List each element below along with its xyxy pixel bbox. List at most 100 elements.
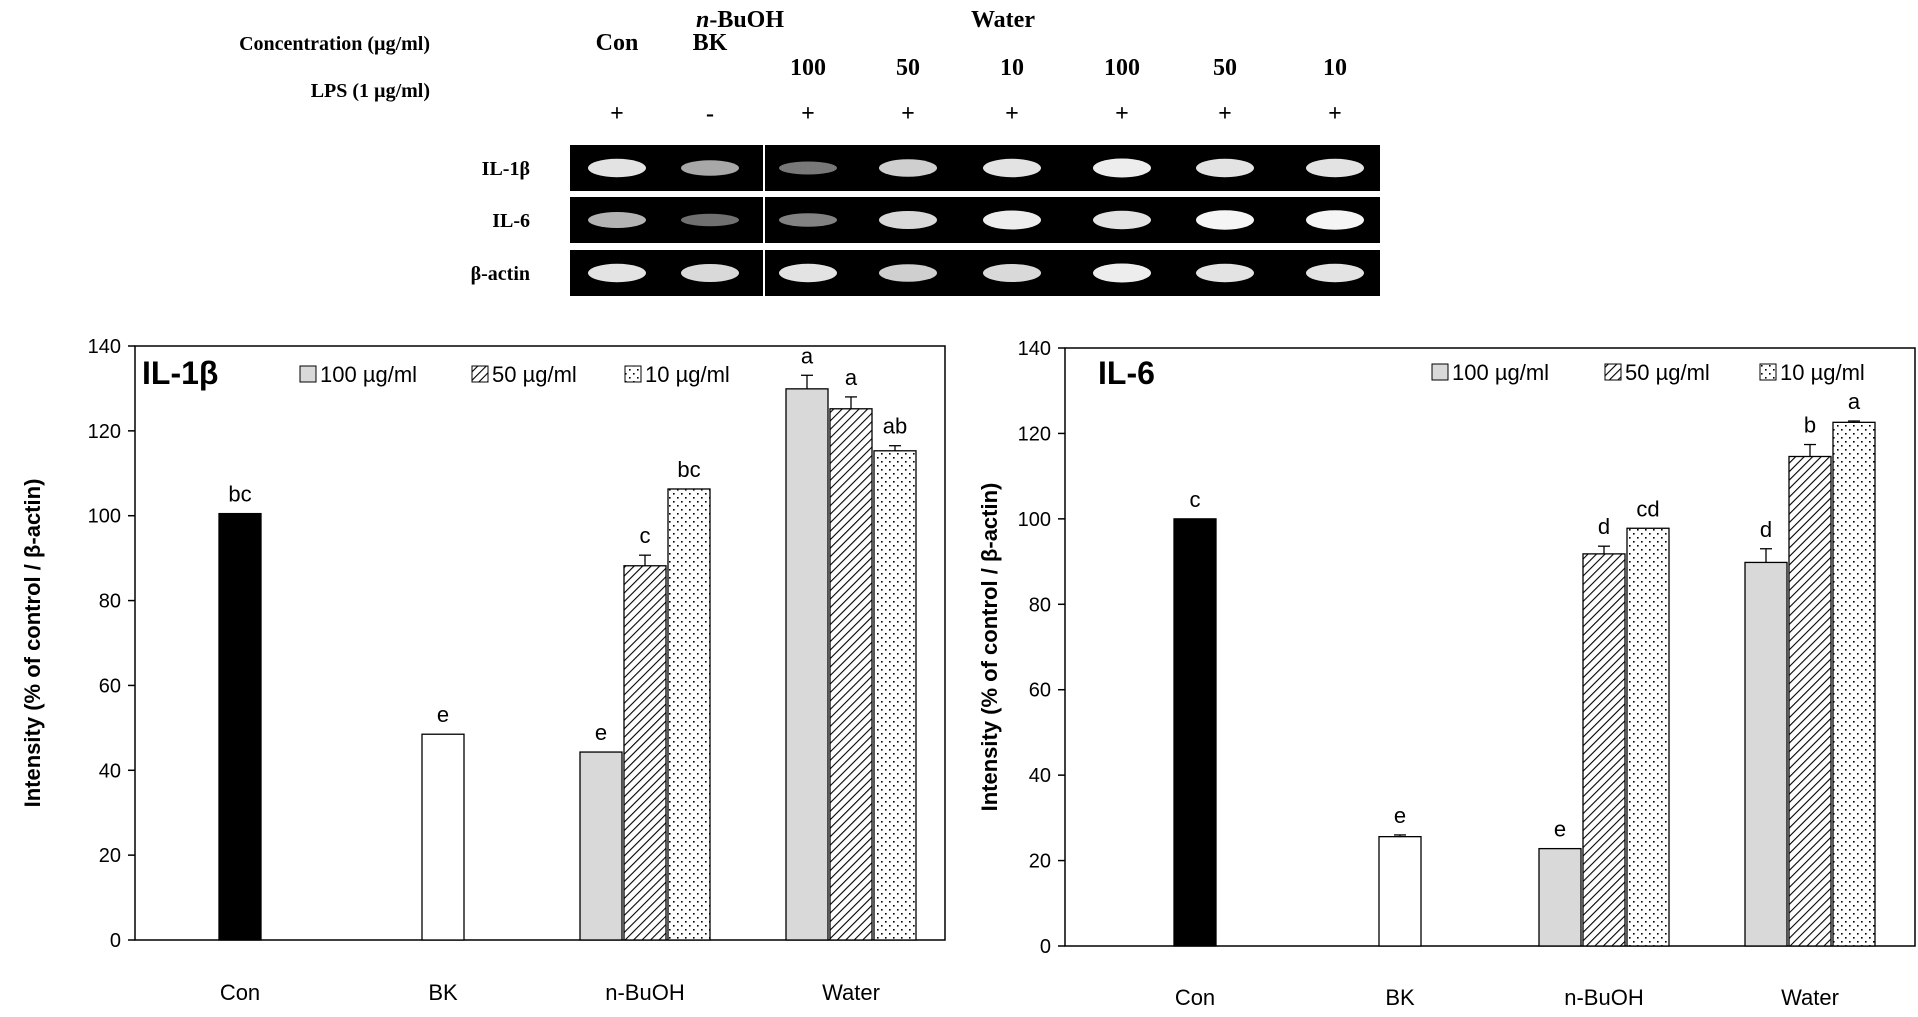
x-category-label: Con — [1175, 985, 1215, 1010]
significance-label: a — [801, 343, 814, 368]
legend-label: 10 µg/ml — [1780, 360, 1865, 385]
gel-lane-label: 100 — [1104, 55, 1140, 81]
significance-label: d — [1598, 514, 1610, 539]
gel-lane-label: 100 — [790, 55, 826, 81]
gel-strip — [765, 197, 1380, 243]
legend-label: 50 µg/ml — [1625, 360, 1710, 385]
gel-band — [879, 159, 937, 177]
bar — [1538, 847, 1582, 947]
y-tick-label: 100 — [1018, 509, 1051, 531]
legend-swatch — [1604, 363, 1622, 381]
gel-row-label: β-actin — [471, 263, 530, 285]
gel-band — [1196, 263, 1254, 283]
y-tick-label: 20 — [99, 845, 121, 867]
gel-lane-label: 10 — [1000, 55, 1024, 81]
x-category-label: BK — [428, 980, 458, 1005]
gel-band — [1196, 158, 1254, 178]
gel-lps-sign: + — [901, 101, 915, 127]
bar — [1173, 518, 1217, 947]
y-tick-label: 60 — [99, 675, 121, 697]
significance-label: c — [1190, 487, 1201, 512]
gel-lane-label: Con — [596, 30, 639, 56]
significance-label: e — [437, 702, 449, 727]
significance-label: b — [1804, 413, 1816, 438]
bar — [873, 450, 917, 941]
y-tick-label: 0 — [1040, 936, 1051, 958]
gel-row-label: IL-6 — [492, 210, 530, 232]
x-category-label: Water — [1781, 985, 1839, 1010]
gel-group-nbuoh: n-BuOH — [696, 7, 784, 33]
gel-concentration-header: Concentration (µg/ml) — [239, 33, 430, 55]
gel-strip — [765, 145, 1380, 191]
y-tick-label: 140 — [88, 336, 121, 358]
bar — [421, 733, 465, 941]
gel-band — [879, 211, 937, 229]
gel-lane-labels: Con + BK - 100 +50 +10 +100 +50 +10 + — [596, 30, 1347, 127]
plot-frame — [134, 345, 946, 941]
y-tick-label: 80 — [1029, 594, 1051, 616]
chart-title: IL-6 — [1098, 355, 1155, 391]
chart-title: IL-1β — [142, 355, 218, 391]
gel-band — [1093, 210, 1151, 230]
bar — [785, 388, 829, 941]
significance-label: cd — [1636, 496, 1659, 521]
gel-lps-sign: + — [1218, 101, 1232, 127]
significance-label: ab — [883, 414, 907, 439]
bar — [1626, 527, 1670, 947]
y-tick-label: 60 — [1029, 680, 1051, 702]
y-tick-label: 80 — [99, 591, 121, 613]
x-category-label: n-BuOH — [605, 980, 684, 1005]
gel-panel: Concentration (µg/ml) LPS (1 µg/ml) n-Bu… — [0, 0, 1918, 300]
gel-band — [1306, 158, 1364, 178]
x-category-label: Con — [220, 980, 260, 1005]
gel-lps-sign: + — [1005, 101, 1019, 127]
significance-label: a — [1848, 389, 1861, 414]
gel-band — [1093, 263, 1151, 283]
gel-band — [681, 213, 739, 227]
bar — [579, 751, 623, 941]
bar — [1832, 421, 1876, 947]
gel-group-nbuoh-suffix: -BuOH — [709, 7, 784, 33]
legend-label: 100 µg/ml — [320, 362, 417, 387]
significance-label: bc — [228, 482, 251, 507]
y-tick-label: 40 — [1029, 765, 1051, 787]
bar — [667, 488, 711, 941]
gel-lps-sign: + — [1115, 101, 1129, 127]
gel-lane-label: 10 — [1323, 55, 1347, 81]
significance-label: e — [1394, 803, 1406, 828]
il6-chart: 0 20 40 60 80 100 120 140 Intensity (% of contro… — [977, 338, 1916, 1010]
gel-lane-label: BK — [693, 30, 728, 56]
gel-band — [1306, 210, 1364, 230]
significance-label: bc — [677, 457, 700, 482]
gel-lps-sign: - — [706, 101, 714, 127]
gel-lane-label: 50 — [896, 55, 920, 81]
gel-figure: Concentration (µg/ml) LPS (1 µg/ml) n-Bu… — [239, 7, 1380, 296]
legend-label: 50 µg/ml — [492, 362, 577, 387]
y-tick-label: 40 — [99, 760, 121, 782]
gel-band — [588, 263, 646, 283]
gel-band — [983, 158, 1041, 178]
gel-strip — [765, 250, 1380, 296]
gel-lps-header: LPS (1 µg/ml) — [311, 80, 430, 102]
gel-band — [681, 160, 739, 176]
gel-lane-label: 50 — [1213, 55, 1237, 81]
y-tick-label: 20 — [1029, 851, 1051, 873]
gel-band — [983, 264, 1041, 282]
chart-panel: 0 20 40 60 80 100 120 140 Intensity (% of contro… — [0, 300, 1918, 1017]
x-category-label: BK — [1385, 985, 1415, 1010]
gel-band — [779, 213, 837, 227]
gel-lps-sign: + — [610, 101, 624, 127]
gel-band — [779, 263, 837, 283]
y-axis-label: Intensity (% of control / β-actin) — [20, 479, 45, 808]
bar — [829, 408, 873, 941]
legend-swatch — [471, 365, 489, 383]
bar — [218, 512, 262, 941]
legend-swatch — [1759, 363, 1777, 381]
y-tick-label: 120 — [1018, 423, 1051, 445]
bar — [1744, 561, 1788, 947]
gel-band — [588, 158, 646, 178]
legend-swatch — [624, 365, 642, 383]
bar-charts: 0 20 40 60 80 100 120 140 Intensity (% of contro… — [20, 336, 1916, 1010]
plot-frame — [1064, 347, 1916, 947]
gel-lps-sign: + — [801, 101, 815, 127]
